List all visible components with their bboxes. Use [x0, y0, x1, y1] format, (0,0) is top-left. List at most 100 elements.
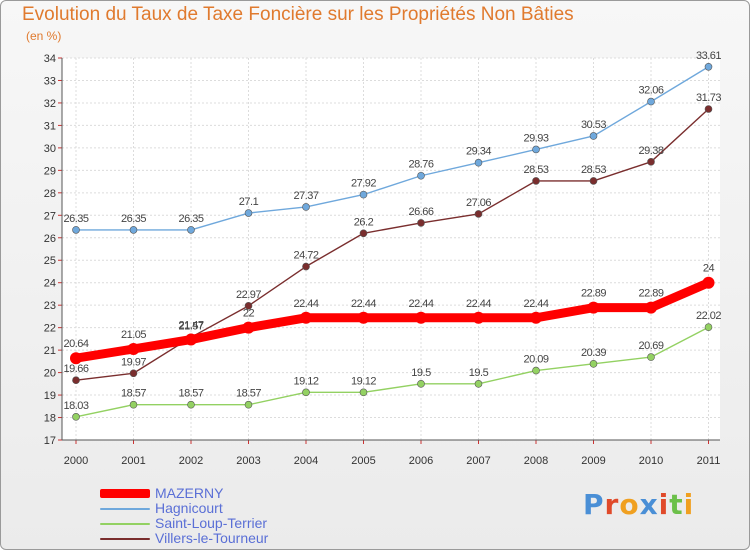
legend-swatch — [100, 489, 150, 498]
y-tick-label: 30 — [44, 143, 56, 155]
data-label: 22.44 — [293, 298, 318, 310]
chart-title: Evolution du Taux de Taxe Foncière sur l… — [22, 4, 574, 25]
y-tick-label: 22 — [44, 323, 56, 335]
data-label: 21.57 — [178, 320, 203, 332]
logo-letter: x — [639, 488, 659, 521]
data-label: 19.12 — [351, 375, 376, 387]
data-label: 20.09 — [523, 354, 548, 366]
y-tick-label: 24 — [44, 278, 56, 290]
data-point — [589, 132, 598, 140]
data-label: 22.89 — [638, 288, 663, 300]
data-point — [244, 209, 253, 217]
legend-swatch — [100, 508, 150, 510]
y-tick-label: 27 — [44, 210, 56, 222]
data-point — [70, 352, 82, 365]
data-label: 27.06 — [466, 197, 491, 209]
x-tick-label: 2009 — [581, 455, 605, 467]
x-tick-label: 2008 — [524, 455, 548, 467]
data-label: 27.1 — [239, 196, 259, 208]
logo-letter: o — [619, 488, 640, 521]
data-label: 20.64 — [63, 338, 88, 350]
data-label: 20.39 — [581, 347, 606, 359]
data-label: 19.66 — [63, 363, 88, 375]
data-point — [589, 177, 598, 185]
y-tick-label: 32 — [44, 98, 56, 110]
logo-letter: i — [658, 488, 670, 521]
x-tick-label: 2007 — [466, 455, 490, 467]
data-label: 29.38 — [638, 145, 663, 157]
data-point — [474, 210, 483, 218]
y-tick-label: 20 — [44, 368, 56, 380]
data-point — [474, 158, 483, 167]
legend-label: Hagnicourt — [155, 500, 223, 516]
y-tick-label: 18 — [44, 413, 56, 425]
data-point — [242, 321, 255, 334]
logo-letter: r — [604, 488, 620, 521]
data-label: 27.37 — [293, 190, 318, 202]
x-tick-label: 2000 — [64, 455, 88, 467]
data-point — [187, 400, 195, 409]
x-tick-label: 2002 — [179, 455, 203, 467]
x-tick-label: 2006 — [409, 455, 433, 467]
data-label: 26.2 — [354, 216, 374, 228]
data-point — [72, 413, 80, 421]
data-point — [704, 62, 713, 71]
x-tick-label: 2001 — [121, 455, 145, 467]
legend-label: Saint-Loup-Terrier — [155, 515, 268, 531]
data-point — [474, 380, 483, 388]
data-label: 32.06 — [638, 85, 663, 97]
data-point — [589, 360, 598, 368]
legend-swatch — [100, 523, 150, 525]
data-point — [244, 400, 253, 409]
data-label: 29.93 — [523, 132, 548, 144]
logo-letter: P — [583, 488, 605, 521]
data-label: 22.02 — [696, 310, 721, 322]
data-point — [300, 311, 312, 324]
data-point — [185, 333, 197, 346]
data-label: 20.69 — [638, 340, 663, 352]
x-tick-label: 2011 — [697, 455, 721, 467]
data-label: 28.76 — [408, 159, 433, 171]
y-tick-label: 28 — [44, 188, 56, 200]
data-label: 31.73 — [696, 92, 721, 104]
data-point — [472, 311, 485, 324]
data-label: 18.57 — [178, 388, 203, 400]
y-tick-label: 23 — [44, 300, 56, 312]
data-point — [645, 301, 657, 314]
data-point — [129, 400, 138, 409]
logo-letter: i — [683, 488, 695, 521]
series-line-hagnicourt — [75, 66, 710, 231]
data-label: 21.05 — [121, 329, 146, 341]
y-tick-label: 19 — [44, 390, 56, 402]
data-label: 19.97 — [121, 356, 146, 368]
data-point — [530, 311, 542, 324]
data-label: 22.44 — [466, 298, 491, 310]
data-label: 24.72 — [293, 250, 318, 262]
data-point — [417, 380, 425, 388]
data-point — [359, 388, 368, 397]
data-point — [704, 323, 713, 331]
data-point — [417, 171, 425, 180]
data-label: 22.44 — [408, 298, 433, 310]
legend-label: MAZERNY — [155, 485, 224, 501]
y-tick-label: 34 — [44, 53, 56, 65]
data-label: 33.61 — [696, 50, 721, 62]
data-label: 22.89 — [581, 288, 606, 300]
chart-subtitle: (en %) — [26, 29, 62, 43]
data-point — [415, 311, 427, 324]
proxiti-logo: Proxiti — [583, 488, 694, 521]
data-point — [129, 226, 138, 234]
data-label: 26.35 — [178, 213, 203, 225]
data-point — [187, 226, 195, 234]
series-line-mazerny — [71, 278, 713, 363]
data-label: 22.97 — [236, 289, 261, 301]
data-point — [302, 388, 310, 397]
data-point — [129, 369, 138, 378]
data-point — [532, 177, 540, 185]
data-label: 22.44 — [523, 298, 548, 310]
data-point — [302, 262, 310, 271]
data-label: 28.53 — [581, 164, 606, 176]
data-label: 30.53 — [581, 119, 606, 131]
data-label: 19.12 — [293, 375, 318, 387]
